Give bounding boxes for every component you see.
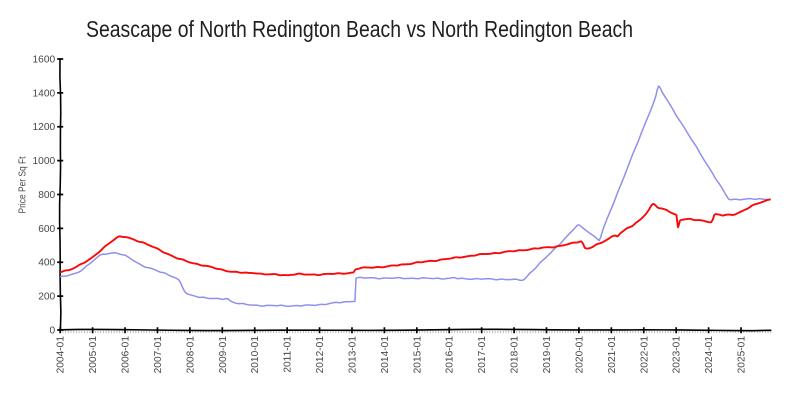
svg-text:2008-01: 2008-01 [185,336,196,374]
svg-text:2007-01: 2007-01 [153,336,164,374]
svg-text:2019-01: 2019-01 [542,336,553,374]
svg-text:2010-01: 2010-01 [250,336,261,374]
svg-text:2009-01: 2009-01 [218,336,229,374]
svg-text:2017-01: 2017-01 [477,336,488,374]
svg-text:2021-01: 2021-01 [607,336,618,374]
svg-text:2005-01: 2005-01 [88,336,99,374]
svg-text:800: 800 [38,190,55,201]
svg-text:2006-01: 2006-01 [121,336,132,374]
svg-text:600: 600 [38,224,55,235]
svg-text:2011-01: 2011-01 [283,336,294,373]
svg-text:2015-01: 2015-01 [412,336,423,374]
svg-text:1400: 1400 [33,88,56,99]
svg-text:2014-01: 2014-01 [380,336,391,374]
svg-text:2012-01: 2012-01 [315,336,326,374]
svg-text:2004-01: 2004-01 [56,336,67,374]
svg-text:Seascape of North Redington Be: Seascape of North Redington Beach vs Nor… [86,16,633,42]
svg-text:200: 200 [38,292,55,303]
svg-text:1200: 1200 [33,122,56,133]
svg-text:2023-01: 2023-01 [672,336,683,374]
svg-text:2013-01: 2013-01 [348,336,359,374]
svg-text:2024-01: 2024-01 [704,336,715,374]
svg-text:2025-01: 2025-01 [737,336,748,374]
svg-text:1000: 1000 [33,156,56,167]
svg-text:2020-01: 2020-01 [574,336,585,374]
svg-text:1600: 1600 [33,54,56,65]
svg-text:2022-01: 2022-01 [639,336,650,374]
svg-text:2018-01: 2018-01 [510,336,521,374]
svg-text:0: 0 [50,325,56,336]
svg-text:400: 400 [38,258,55,269]
svg-text:2016-01: 2016-01 [445,336,456,374]
svg-text:Price Per Sq Ft: Price Per Sq Ft [18,156,29,213]
